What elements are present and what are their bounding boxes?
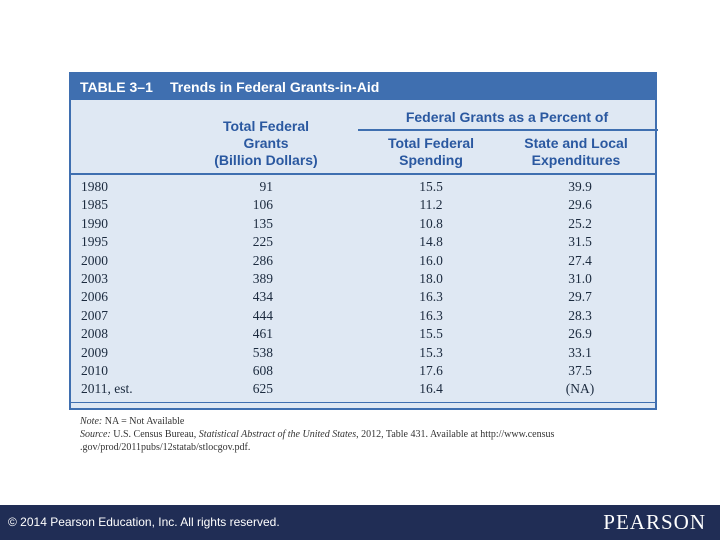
note-line: Note: NA = Not Available [80,415,650,428]
cell-spending: 17.6 [419,362,443,378]
header-line: (Billion Dollars) [214,152,318,168]
cell-year: 2011, est. [81,381,133,397]
column-header-total-grants: Total Federal Grants (Billion Dollars) [181,118,351,169]
cell-grants: 444 [252,307,273,323]
cell-year: 2007 [81,307,108,323]
note-text: NA = Not Available [104,416,185,427]
cell-state: 39.9 [568,179,592,194]
pearson-logo: PEARSON [603,510,706,534]
source-post: , 2012, Table 431. Available at http://w… [356,429,555,440]
cell-state: 31.0 [568,270,592,286]
cell-grants: 225 [252,234,273,250]
cell-state: (NA) [565,381,595,397]
cell-state: 27.4 [568,252,592,268]
table-row: 1985 106 11.2 29.6 [71,196,655,214]
cell-grants: 91 [259,179,274,194]
cell-state: 29.7 [568,289,592,305]
cell-state: 28.3 [568,307,592,323]
table-row: 2006 434 16.3 29.7 [71,288,655,306]
cell-spending: 15.3 [419,344,443,360]
table-row: 1995 225 14.8 31.5 [71,233,655,251]
cell-grants: 434 [252,289,273,305]
note-label: Note: [80,416,103,427]
cell-grants: 608 [252,362,273,378]
cell-state: 29.6 [568,197,592,213]
cell-spending: 15.5 [419,326,443,342]
table-row: 1980 91 15.5 39.9 [71,178,655,196]
source-line: Source: U.S. Census Bureau, Statistical … [80,428,650,441]
table-row: 1990 135 10.8 25.2 [71,215,655,233]
cell-spending: 16.0 [419,252,443,268]
source-title: Statistical Abstract of the United State… [198,429,357,440]
source-line-2: .gov/prod/2011pubs/12statab/stlocgov.pdf… [80,442,251,453]
cell-year: 1980 [81,179,108,194]
table-title-bar: TABLE 3–1 Trends in Federal Grants-in-Aid [71,74,655,100]
cell-year: 1985 [81,197,108,213]
cell-spending: 10.8 [419,215,443,231]
cell-year: 2009 [81,344,108,360]
cell-state: 31.5 [568,234,592,250]
copyright-text: © 2014 Pearson Education, Inc. All right… [8,515,280,529]
cell-year: 1990 [81,215,108,231]
table-body: 1980 91 15.5 39.9 1985 106 11.2 29.6 199… [71,178,655,399]
grants-table: TABLE 3–1 Trends in Federal Grants-in-Aid… [69,72,658,410]
cell-spending: 14.8 [419,234,443,250]
cell-state: 26.9 [568,326,592,342]
cell-spending: 16.4 [419,381,443,397]
cell-grants: 625 [252,381,273,397]
cell-grants: 135 [252,215,273,231]
table-row: 2010 608 17.6 37.5 [71,362,655,380]
cell-state: 37.5 [568,362,592,378]
header-line: State and Local [524,135,628,151]
header-line: Spending [399,152,463,168]
table-row: 2003 389 18.0 31.0 [71,270,655,288]
cell-grants: 106 [252,197,273,213]
table-title: Trends in Federal Grants-in-Aid [170,79,380,95]
cell-year: 2006 [81,289,108,305]
table-notes: Note: NA = Not Available Source: U.S. Ce… [80,415,650,454]
header-rule [71,173,655,175]
cell-year: 2010 [81,362,108,378]
table-row: 2000 286 16.0 27.4 [71,252,655,270]
group-header: Federal Grants as a Percent of [405,109,609,125]
cell-spending: 11.2 [419,197,443,213]
header-line: Grants [243,135,289,151]
cell-year: 2000 [81,252,108,268]
source-pre: U.S. Census Bureau, [113,429,197,440]
cell-grants: 389 [252,270,273,286]
table-number: TABLE 3–1 [80,79,153,95]
cell-spending: 16.3 [419,307,443,323]
column-header-total-spending: Total Federal Spending [361,135,501,169]
cell-state: 25.2 [568,215,592,231]
column-header-state-local: State and Local Expenditures [501,135,651,169]
table-row: 2008 461 15.5 26.9 [71,325,655,343]
footer-bar: © 2014 Pearson Education, Inc. All right… [0,505,720,540]
table-bottom-rule [71,402,655,403]
cell-year: 2003 [81,270,108,286]
table-row: 2011, est. 625 16.4 (NA) [71,380,655,398]
cell-spending: 16.3 [419,289,443,305]
cell-grants: 538 [252,344,273,360]
header-line: Total Federal [387,135,475,151]
cell-spending: 18.0 [419,270,443,286]
cell-year: 1995 [81,234,108,250]
header-line: Expenditures [531,152,621,168]
table-row: 2009 538 15.3 33.1 [71,344,655,362]
table-row: 2007 444 16.3 28.3 [71,307,655,325]
source-label: Source: [80,429,111,440]
group-header-rule [358,129,658,131]
cell-grants: 286 [252,252,273,268]
header-line: Total Federal [222,118,310,134]
cell-year: 2008 [81,326,108,342]
cell-spending: 15.5 [419,179,443,194]
cell-state: 33.1 [568,344,592,360]
cell-grants: 461 [252,326,273,342]
